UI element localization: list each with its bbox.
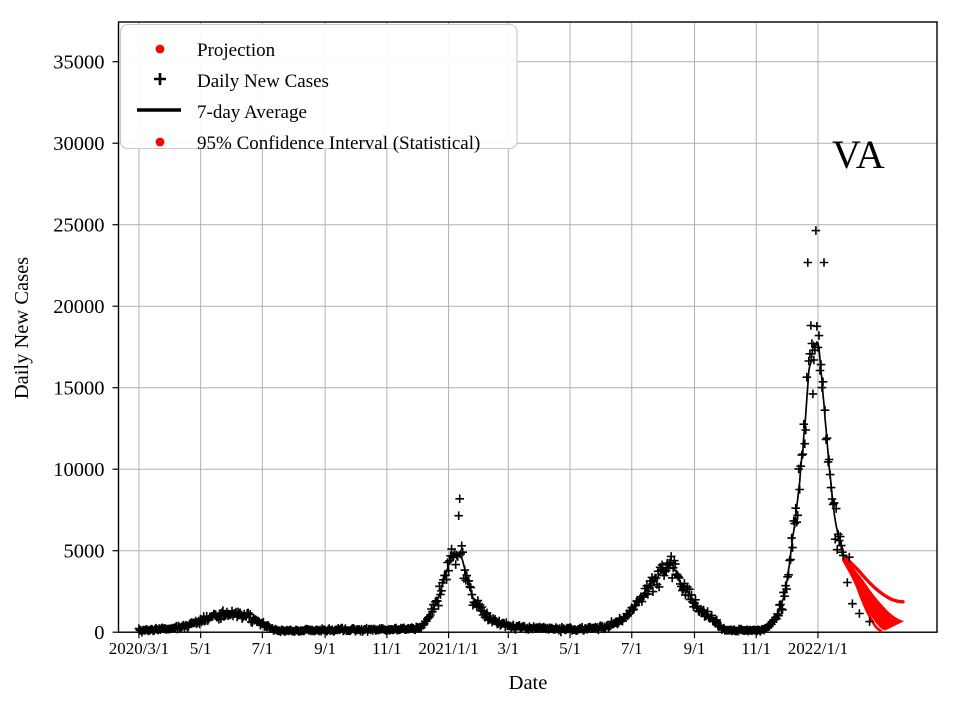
svg-text:7/1: 7/1 <box>621 639 643 658</box>
svg-text:Daily New Cases: Daily New Cases <box>197 71 329 92</box>
svg-text:2021/1/1: 2021/1/1 <box>418 639 478 658</box>
svg-text:7-day Average: 7-day Average <box>197 102 307 123</box>
svg-text:7/1: 7/1 <box>252 639 274 658</box>
svg-text:3/1: 3/1 <box>497 639 519 658</box>
svg-text:11/1: 11/1 <box>372 639 402 658</box>
svg-text:5/1: 5/1 <box>559 639 581 658</box>
svg-text:9/1: 9/1 <box>314 639 336 658</box>
svg-text:20000: 20000 <box>53 296 104 318</box>
svg-text:15000: 15000 <box>53 378 104 400</box>
svg-text:Daily New Cases: Daily New Cases <box>11 257 33 399</box>
svg-text:Projection: Projection <box>197 40 276 61</box>
svg-text:30000: 30000 <box>53 133 104 155</box>
svg-text:10000: 10000 <box>53 459 104 481</box>
svg-text:25000: 25000 <box>53 215 104 237</box>
svg-text:9/1: 9/1 <box>684 639 706 658</box>
svg-text:0: 0 <box>94 622 104 644</box>
svg-text:2022/1/1: 2022/1/1 <box>788 639 848 658</box>
svg-text:11/1: 11/1 <box>741 639 771 658</box>
svg-text:VA: VA <box>832 132 885 177</box>
svg-text:5/1: 5/1 <box>190 639 212 658</box>
svg-text:5000: 5000 <box>64 541 105 563</box>
svg-text:95% Confidence Interval (Stati: 95% Confidence Interval (Statistical) <box>197 133 480 154</box>
svg-text:35000: 35000 <box>53 52 104 74</box>
svg-text:2020/3/1: 2020/3/1 <box>109 639 169 658</box>
svg-text:Date: Date <box>509 672 548 694</box>
